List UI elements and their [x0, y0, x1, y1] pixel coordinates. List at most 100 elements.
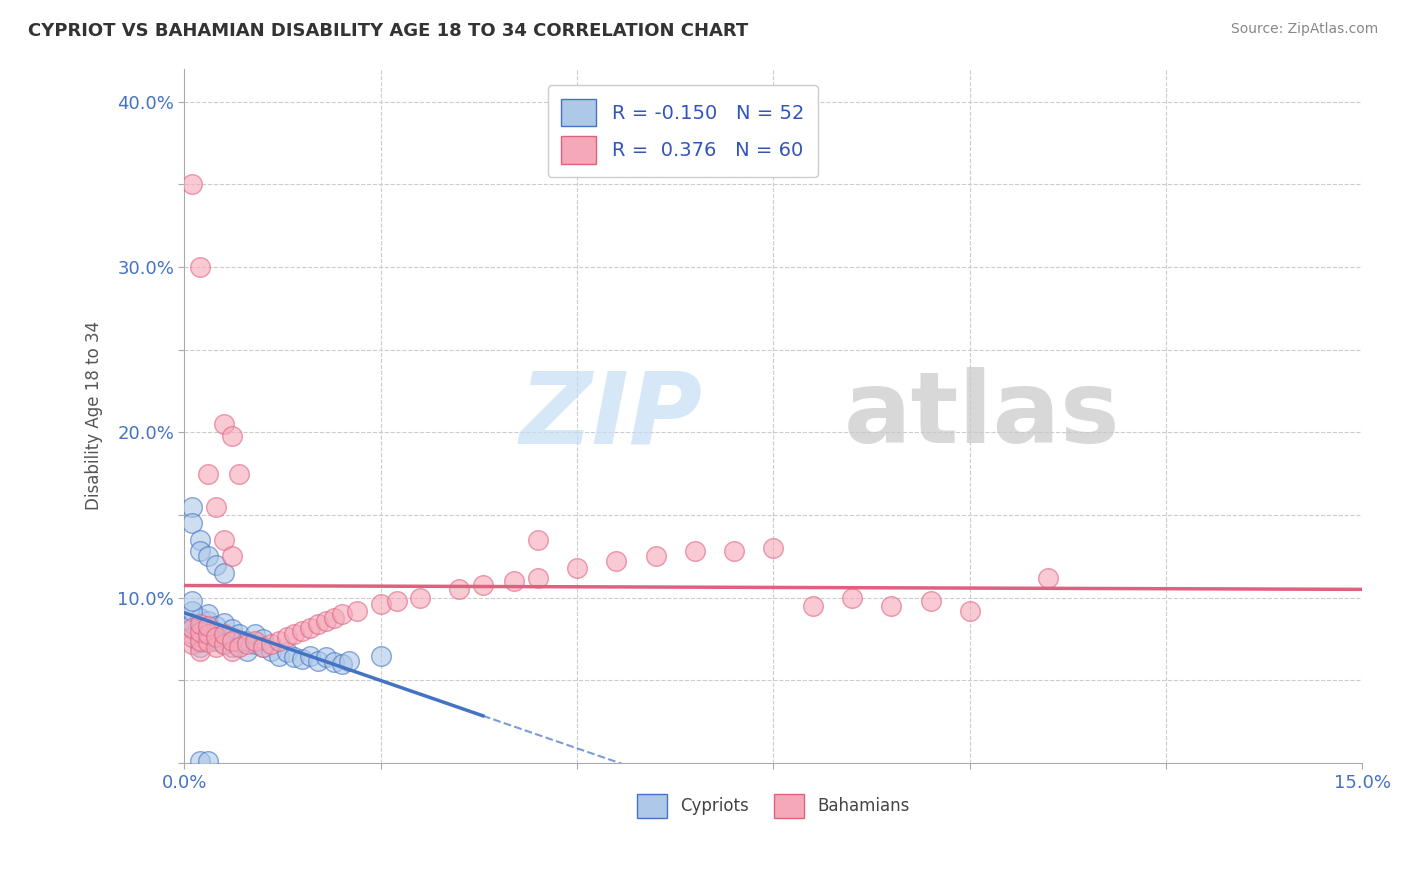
Point [228, 640, 250, 655]
Point [276, 631, 298, 645]
Point [221, 428, 243, 442]
Text: ZIP: ZIP [520, 368, 703, 465]
Point [1038, 571, 1060, 585]
Point [205, 640, 228, 655]
Point [197, 549, 219, 564]
Point [181, 620, 204, 634]
Point [291, 652, 314, 666]
Point [181, 604, 204, 618]
Point [252, 640, 274, 655]
Point [221, 631, 243, 645]
Text: CYPRIOT VS BAHAMIAN DISABILITY AGE 18 TO 34 CORRELATION CHART: CYPRIOT VS BAHAMIAN DISABILITY AGE 18 TO… [28, 22, 748, 40]
Point [471, 577, 494, 591]
Point [181, 637, 204, 651]
Point [212, 417, 235, 431]
Point [188, 643, 211, 657]
Point [212, 637, 235, 651]
Point [181, 631, 204, 645]
Point [221, 633, 243, 648]
Point [212, 627, 235, 641]
Point [197, 632, 219, 646]
Point [197, 467, 219, 481]
Point [181, 178, 204, 192]
Point [188, 610, 211, 624]
Point [880, 599, 903, 613]
Point [565, 561, 588, 575]
Point [188, 633, 211, 648]
Point [188, 544, 211, 558]
Point [330, 657, 353, 671]
Point [841, 591, 863, 605]
Point [322, 655, 344, 669]
Point [370, 648, 392, 663]
Point [188, 624, 211, 638]
Point [370, 598, 392, 612]
Point [276, 645, 298, 659]
Point [197, 755, 219, 769]
Point [307, 654, 329, 668]
Point [197, 627, 219, 641]
Point [221, 640, 243, 655]
Point [188, 631, 211, 645]
Point [197, 635, 219, 649]
Point [181, 500, 204, 514]
Point [236, 643, 259, 657]
Point [181, 627, 204, 641]
Point [322, 610, 344, 624]
Point [188, 640, 211, 655]
Point [188, 617, 211, 632]
Y-axis label: Disability Age 18 to 34: Disability Age 18 to 34 [86, 321, 103, 510]
Point [228, 467, 250, 481]
Point [188, 533, 211, 547]
Point [205, 633, 228, 648]
Point [205, 500, 228, 514]
Point [221, 622, 243, 636]
Point [409, 591, 432, 605]
Point [197, 620, 219, 634]
Point [527, 571, 550, 585]
Point [527, 533, 550, 547]
Point [188, 260, 211, 274]
Point [197, 619, 219, 633]
Point [644, 549, 666, 564]
Point [291, 624, 314, 638]
Point [188, 755, 211, 769]
Point [605, 554, 627, 568]
Point [267, 648, 290, 663]
Point [243, 627, 266, 641]
Point [283, 627, 305, 641]
Point [267, 633, 290, 648]
Point [346, 604, 368, 618]
Point [212, 566, 235, 580]
Point [197, 614, 219, 628]
Point [243, 637, 266, 651]
Point [221, 549, 243, 564]
Point [762, 541, 785, 555]
Point [212, 637, 235, 651]
Point [503, 574, 526, 589]
Point [188, 625, 211, 640]
Point [243, 633, 266, 648]
Point [205, 625, 228, 640]
Point [212, 629, 235, 643]
Point [228, 627, 250, 641]
Point [181, 516, 204, 531]
Point [181, 615, 204, 630]
Point [205, 631, 228, 645]
Point [959, 604, 981, 618]
Point [723, 544, 745, 558]
Point [181, 594, 204, 608]
Point [307, 617, 329, 632]
Point [221, 643, 243, 657]
Point [449, 582, 471, 597]
Point [205, 619, 228, 633]
Point [188, 635, 211, 649]
Point [315, 650, 337, 665]
Point [283, 650, 305, 665]
Point [252, 632, 274, 646]
Point [330, 607, 353, 622]
Point [299, 648, 322, 663]
Point [920, 594, 942, 608]
Point [181, 620, 204, 634]
Point [683, 544, 706, 558]
